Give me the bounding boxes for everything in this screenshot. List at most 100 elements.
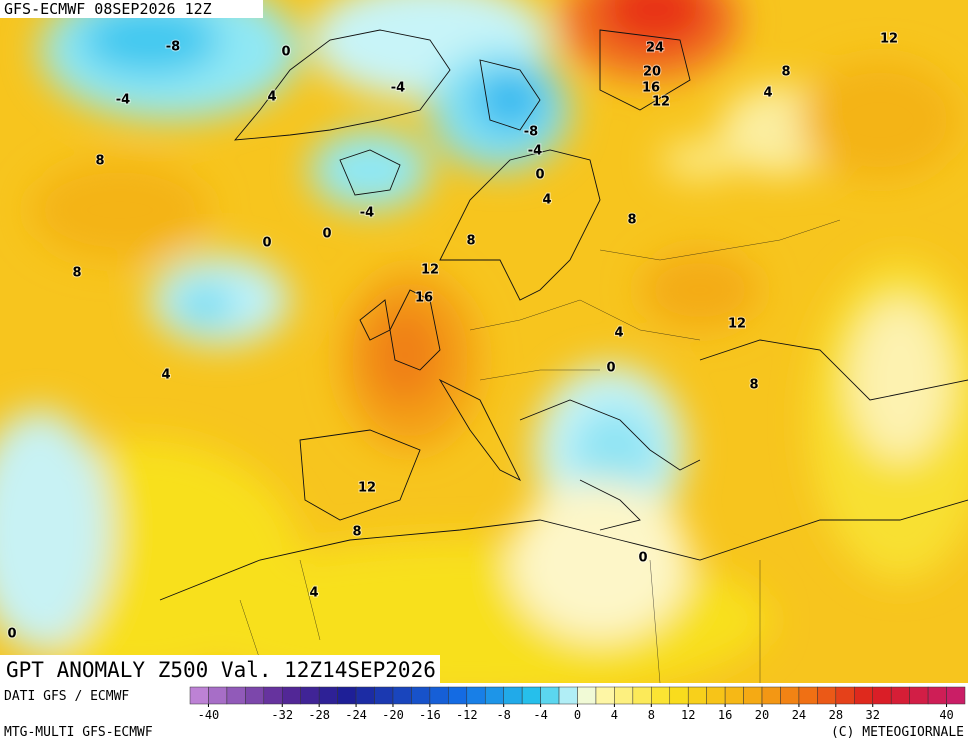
- contour-labels: -8 0 -4 4 -4 24 20 16 12 12 8 4 -8 -4 0 …: [6, 31, 899, 643]
- contour-label: 0: [638, 551, 647, 566]
- contour-label: 0: [606, 361, 615, 376]
- colorbar-tick-label: -24: [345, 708, 367, 722]
- contour-label: 12: [421, 263, 439, 278]
- contour-label: 24: [646, 41, 664, 56]
- contour-label: 12: [358, 481, 376, 496]
- contour-label: 8: [781, 65, 790, 80]
- contour-label: 12: [880, 32, 898, 47]
- colorbar-tick-label: 32: [866, 708, 880, 722]
- contour-label: -4: [528, 144, 542, 159]
- colorbar-swatch: [337, 686, 357, 705]
- colorbar-swatch: [614, 686, 634, 705]
- colorbar-swatch: [226, 686, 246, 705]
- colorbar-tick-label: -32: [271, 708, 293, 722]
- contour-label: 8: [466, 234, 475, 249]
- colorbar-tick-label: 8: [648, 708, 655, 722]
- colorbar-swatch: [521, 686, 541, 705]
- contour-label: 4: [542, 193, 551, 208]
- colorbar-swatch: [392, 686, 412, 705]
- map-title: GPT ANOMALY Z500 Val. 12Z14SEP2026: [6, 658, 436, 682]
- contour-label: -4: [360, 206, 374, 221]
- contour-label: 4: [309, 586, 318, 601]
- colorbar-swatch: [595, 686, 615, 705]
- colorbar-swatch: [448, 686, 468, 705]
- contour-label: 20: [643, 65, 661, 80]
- colorbar-tick-label: -4: [533, 708, 547, 722]
- colorbar: -40 -32 -28 -24 -20 -16 -12 -8 -4 0 4 8 12 16 20 24 28 32…: [189, 686, 966, 722]
- run-box: [0, 0, 263, 18]
- colorbar-swatch: [835, 686, 855, 705]
- colorbar-swatch: [651, 686, 671, 705]
- colorbar-tick-label: 0: [574, 708, 581, 722]
- colorbar-tick-label: 16: [718, 708, 732, 722]
- contour-label: 16: [415, 291, 433, 306]
- colorbar-swatch: [872, 686, 892, 705]
- title-box: [0, 655, 440, 683]
- contour-label: 8: [95, 154, 104, 169]
- colorbar-swatch: [817, 686, 837, 705]
- colorbar-swatch: [263, 686, 283, 705]
- coastlines: [159, 29, 968, 601]
- contour-label: -4: [391, 81, 405, 96]
- colorbar-tick-label: -16: [419, 708, 441, 722]
- colorbar-tick-label: -8: [496, 708, 510, 722]
- colorbar-swatch: [669, 686, 689, 705]
- field-shading: [0, 0, 968, 683]
- contour-label: 8: [749, 378, 758, 393]
- colorbar-swatch: [558, 686, 578, 705]
- colorbar-swatch: [687, 686, 707, 705]
- contour-label: 8: [627, 213, 636, 228]
- colorbar-swatch: [798, 686, 818, 705]
- contour-label: 4: [267, 90, 276, 105]
- colorbar-swatch: [632, 686, 652, 705]
- run-label: GFS-ECMWF 08SEP2026 12Z: [4, 0, 212, 18]
- colorbar-swatch: [374, 686, 394, 705]
- contour-label: 0: [262, 236, 271, 251]
- contour-label: 4: [763, 86, 772, 101]
- colorbar-swatch: [300, 686, 320, 705]
- colorbar-swatch: [411, 686, 431, 705]
- contour-label: 16: [642, 81, 660, 96]
- colorbar-tick-label: -28: [308, 708, 330, 722]
- colorbar-swatch: [780, 686, 800, 705]
- colorbar-swatch: [946, 686, 966, 705]
- contour-label: 4: [614, 326, 623, 341]
- contour-label: 12: [728, 317, 746, 332]
- colorbar-swatch: [854, 686, 873, 705]
- colorbar-swatch: [706, 686, 726, 705]
- colorbar-tick-label: -20: [382, 708, 404, 722]
- colorbar-swatch: [189, 686, 209, 705]
- field: -8 0 -4 4 -4 24 20 16 12 12 8 4 -8 -4 0 …: [0, 0, 968, 683]
- colorbar-swatch: [743, 686, 763, 705]
- colorbar-swatch: [484, 686, 504, 705]
- colorbar-swatch: [282, 686, 301, 705]
- contour-label: 0: [281, 45, 290, 60]
- colorbar-swatch: [429, 686, 449, 705]
- colorbar-tick-label: 24: [792, 708, 806, 722]
- colorbar-tick-label: -40: [198, 708, 220, 722]
- model-label: MTG-MULTI GFS-ECMWF: [4, 725, 153, 740]
- source-label: DATI GFS / ECMWF: [4, 689, 129, 704]
- colorbar-swatch: [540, 686, 560, 705]
- colorbar-swatch: [724, 686, 744, 705]
- colorbar-tick-label: 4: [611, 708, 618, 722]
- contour-label: -8: [166, 40, 180, 55]
- contour-label: 12: [652, 95, 670, 110]
- colorbar-swatch: [503, 686, 523, 705]
- contour-label: 0: [535, 168, 544, 183]
- copyright: (C) METEOGIORNALE: [831, 725, 964, 740]
- contour-label: 8: [352, 525, 361, 540]
- colorbar-tick-label: -12: [456, 708, 478, 722]
- colorbar-swatch: [318, 686, 338, 705]
- colorbar-tick-label: 12: [681, 708, 695, 722]
- colorbar-swatch: [208, 686, 228, 705]
- colorbar-swatch: [890, 686, 910, 705]
- colorbar-swatch: [909, 686, 929, 705]
- colorbar-swatch: [245, 686, 265, 705]
- contour-label: -4: [116, 93, 130, 108]
- colorbar-tick-label: 28: [829, 708, 843, 722]
- borders: [239, 219, 841, 683]
- contour-label: 0: [322, 227, 331, 242]
